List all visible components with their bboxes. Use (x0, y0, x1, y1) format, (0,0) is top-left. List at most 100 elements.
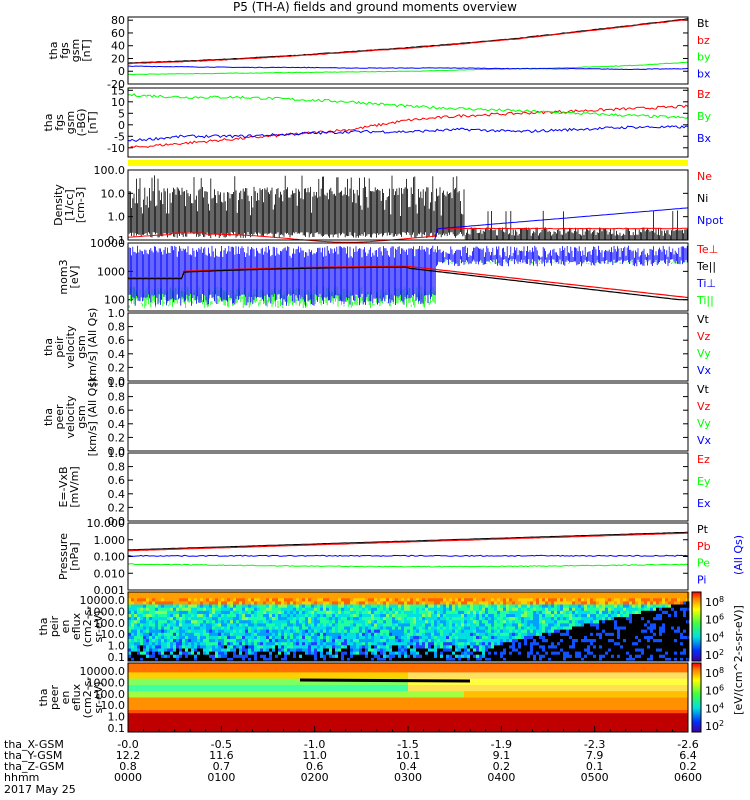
heatmap-cell (251, 639, 255, 643)
heatmap-cell (204, 688, 209, 692)
heatmap-cell (521, 595, 525, 599)
heatmap-cell (185, 654, 189, 659)
heatmap-cell (227, 639, 231, 643)
heatmap-cell (188, 614, 192, 618)
heatmap-cell (132, 703, 137, 708)
heatmap-cell (228, 719, 233, 724)
heatmap-cell (137, 595, 141, 599)
heatmap-cell (464, 610, 468, 615)
heatmap-cell (143, 651, 147, 656)
heatmap-cell (596, 610, 600, 615)
heatmap-cell (158, 617, 162, 621)
heatmap-cell (185, 642, 189, 646)
heatmap-cell (362, 639, 366, 643)
heatmap-cell (479, 648, 483, 653)
heatmap-cell (380, 598, 384, 602)
heatmap-cell (425, 629, 429, 634)
heatmap-cell (632, 657, 636, 662)
heatmap-cell (680, 657, 684, 662)
heatmap-cell (148, 725, 153, 730)
heatmap-cell (416, 632, 420, 637)
heatmap-cell (266, 648, 270, 653)
heatmap-cell (392, 623, 396, 627)
series-By (127, 93, 689, 119)
heatmap-cell (278, 614, 282, 618)
heatmap-cell (203, 607, 207, 612)
heatmap-cell (196, 694, 201, 698)
heatmap-cell (308, 629, 312, 634)
heatmap-cell (179, 604, 183, 609)
heatmap-cell (132, 700, 137, 705)
heatmap-cell (311, 632, 315, 637)
heatmap-cell (668, 598, 672, 602)
heatmap-cell (431, 639, 435, 643)
heatmap-cell (184, 713, 189, 717)
heatmap-cell (317, 632, 321, 637)
heatmap-cell (578, 601, 582, 605)
heatmap-cell (440, 601, 444, 605)
heatmap-cell (647, 620, 651, 624)
heatmap-cell (683, 592, 687, 596)
heatmap-cell (194, 642, 198, 646)
heatmap-cell (566, 632, 570, 637)
heatmap-cell (554, 620, 558, 624)
heatmap-cell (650, 610, 654, 615)
heatmap-cell (180, 710, 185, 714)
heatmap-cell (677, 648, 681, 653)
heatmap-cell (146, 595, 150, 599)
heatmap-cell (155, 629, 159, 634)
heatmap-cell (665, 626, 669, 631)
heatmap-cell (422, 642, 426, 646)
heatmap-cell (323, 629, 327, 634)
heatmap-cell (524, 623, 528, 627)
heatmap-cell (608, 626, 612, 631)
heatmap-cell (614, 635, 618, 640)
heatmap-cell (158, 645, 162, 649)
heatmap-cell (362, 617, 366, 621)
heatmap-cell (155, 601, 159, 605)
heatmap-cell (164, 706, 169, 711)
heatmap-cell (152, 623, 156, 627)
heatmap-cell (425, 620, 429, 624)
legend-entry: Pe (697, 557, 710, 570)
heatmap-cell (596, 623, 600, 627)
heatmap-cell (578, 598, 582, 602)
heatmap-cell (290, 614, 294, 618)
heatmap-cell (196, 710, 201, 714)
heatmap-cell (518, 601, 522, 605)
heatmap-cell (410, 654, 414, 659)
heatmap-cell (311, 654, 315, 659)
heatmap-cell (134, 601, 138, 605)
heatmap-cell (659, 645, 663, 649)
heatmap-cell (228, 666, 233, 670)
heatmap-cell (236, 678, 241, 683)
heatmap-cell (144, 694, 149, 698)
heatmap-cell (437, 607, 441, 612)
heatmap-cell (332, 610, 336, 615)
heatmap-cell (136, 688, 141, 692)
heatmap-cell (392, 598, 396, 602)
heatmap-cell (251, 632, 255, 637)
heatmap-cell (194, 629, 198, 634)
heatmap-cell (221, 607, 225, 612)
heatmap-cell (449, 657, 453, 662)
heatmap-cell (584, 595, 588, 599)
heatmap-cell (245, 601, 249, 605)
heatmap-cell (431, 610, 435, 615)
heatmap-cell (347, 626, 351, 631)
heatmap-cell (272, 645, 276, 649)
heatmap-cell (449, 639, 453, 643)
heatmap-cell (170, 629, 174, 634)
heatmap-cell (332, 648, 336, 653)
heatmap-cell (148, 697, 153, 702)
legend-entry: bz (697, 34, 710, 47)
heatmap-cell (398, 648, 402, 653)
heatmap-cell (305, 642, 309, 646)
heatmap-cell (431, 617, 435, 621)
heatmap-cell (545, 642, 549, 646)
heatmap-cell (350, 620, 354, 624)
heatmap-cell (563, 617, 567, 621)
heatmap-cell (617, 642, 621, 646)
heatmap-cell (188, 663, 193, 667)
ylabel-line: tha (42, 113, 55, 131)
